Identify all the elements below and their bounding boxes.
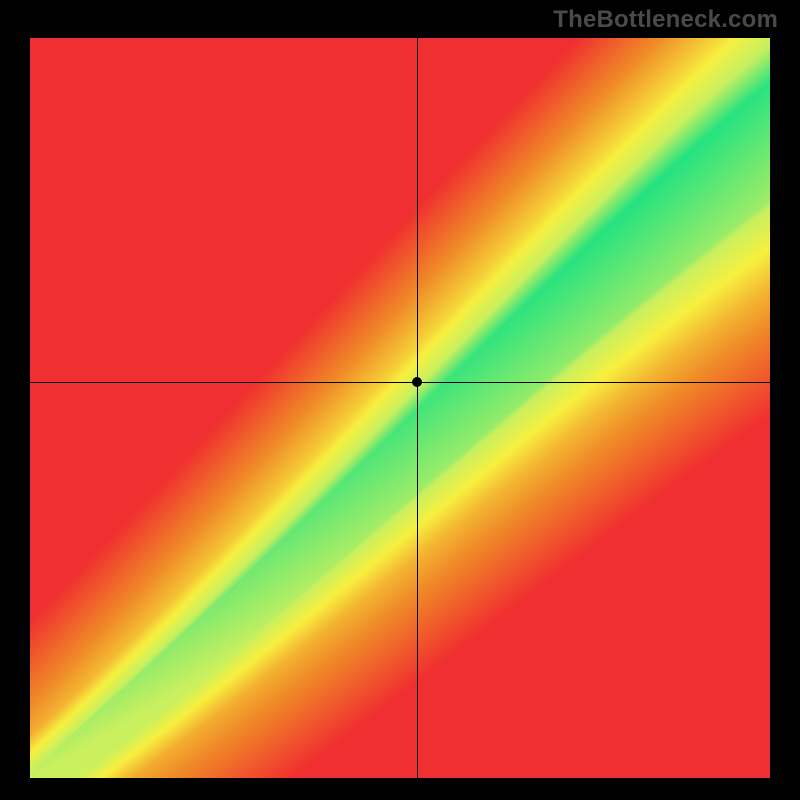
watermark-text: TheBottleneck.com	[553, 6, 778, 34]
crosshair-horizontal	[30, 382, 770, 383]
chart-container: TheBottleneck.com	[0, 0, 800, 800]
crosshair-vertical	[417, 38, 418, 778]
marker-point[interactable]	[412, 377, 422, 387]
bottleneck-heatmap	[30, 38, 770, 778]
